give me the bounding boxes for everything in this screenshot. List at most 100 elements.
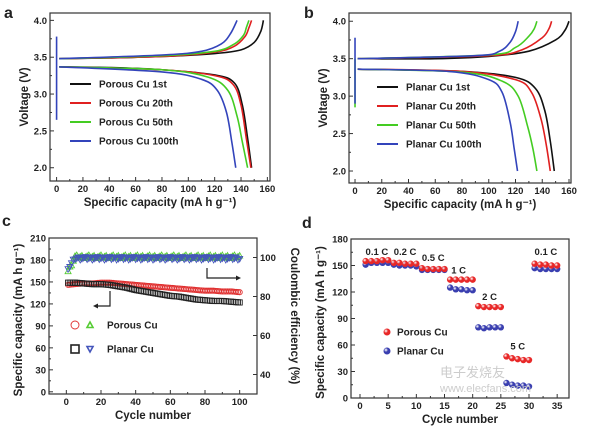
data-point bbox=[503, 353, 510, 360]
y-tick-label: 4.0 bbox=[333, 17, 346, 28]
data-point bbox=[463, 276, 471, 283]
data-point bbox=[236, 289, 243, 296]
arrowhead-right bbox=[236, 275, 241, 281]
left-axis-arrow bbox=[95, 291, 111, 307]
data-point bbox=[497, 324, 505, 331]
legend-marker bbox=[383, 347, 391, 355]
watermark-url: www.elecfans.com bbox=[439, 383, 531, 395]
discharge-curve-4 bbox=[357, 68, 519, 172]
rate-annotation: 1 C bbox=[451, 265, 466, 276]
legend-label: Planar Cu 100th bbox=[406, 140, 482, 151]
discharge-curve-3 bbox=[59, 65, 249, 168]
data-point bbox=[138, 256, 147, 263]
data-point bbox=[150, 256, 159, 263]
charge-curve-4 bbox=[59, 20, 238, 60]
x-tick-label: 100 bbox=[481, 186, 497, 197]
y-tick-label: 2.0 bbox=[34, 163, 47, 174]
data-point bbox=[396, 259, 403, 267]
data-point bbox=[475, 302, 482, 310]
discharge-curve-4 bbox=[59, 65, 237, 168]
data-point bbox=[102, 256, 110, 263]
data-point bbox=[458, 276, 465, 283]
plot-frame bbox=[49, 12, 271, 182]
data-point bbox=[207, 297, 214, 304]
x-tick-label: 160 bbox=[561, 186, 577, 197]
data-point bbox=[197, 256, 206, 264]
data-point bbox=[149, 256, 157, 264]
data-point bbox=[235, 256, 244, 263]
data-point bbox=[112, 256, 121, 264]
arrowhead-left bbox=[93, 303, 98, 309]
legend-label: Planar Cu 50th bbox=[406, 121, 476, 132]
data-point bbox=[211, 256, 220, 263]
x-tick-label: 100 bbox=[232, 397, 248, 408]
data-point bbox=[542, 261, 550, 268]
x-tick-label: 20 bbox=[467, 401, 478, 412]
data-point bbox=[66, 264, 74, 271]
y-right-tick-label: 80 bbox=[260, 292, 271, 303]
data-point bbox=[196, 296, 203, 303]
data-point bbox=[480, 303, 488, 311]
data-point bbox=[180, 256, 188, 264]
data-point bbox=[537, 261, 544, 268]
y-tick-label: 3.0 bbox=[333, 92, 346, 103]
data-point bbox=[362, 257, 369, 265]
data-point bbox=[144, 256, 152, 264]
data-point bbox=[401, 260, 409, 267]
y-tick-label: 30 bbox=[337, 367, 348, 378]
series-triangle-down bbox=[64, 254, 244, 274]
data-point bbox=[229, 298, 236, 305]
x-tick-label: 40 bbox=[130, 397, 141, 408]
data-point bbox=[208, 297, 215, 304]
y-tick-label: 2.0 bbox=[333, 167, 346, 178]
data-point bbox=[531, 264, 538, 272]
data-point bbox=[114, 256, 123, 263]
data-point bbox=[508, 355, 516, 362]
x-tick-label: 40 bbox=[403, 186, 414, 197]
data-point bbox=[201, 297, 209, 304]
data-point bbox=[548, 262, 555, 269]
data-point bbox=[514, 355, 521, 363]
legend-marker-porous-ce bbox=[85, 320, 95, 329]
x-tick-label: 80 bbox=[200, 397, 211, 408]
data-point bbox=[95, 256, 104, 264]
data-point bbox=[233, 299, 240, 306]
data-point bbox=[219, 297, 226, 305]
data-point bbox=[175, 256, 183, 263]
data-point bbox=[163, 256, 171, 263]
data-point bbox=[198, 296, 205, 304]
data-point bbox=[413, 260, 420, 267]
y-tick-label: 180 bbox=[30, 255, 46, 266]
watermark-text: 电子发烧友 bbox=[440, 365, 505, 380]
legend-label: Porous Cu 100th bbox=[99, 137, 178, 148]
data-point bbox=[553, 262, 561, 269]
data-point bbox=[221, 298, 228, 305]
y-tick-label: 3.5 bbox=[34, 53, 48, 64]
data-point bbox=[214, 297, 221, 305]
data-point bbox=[435, 265, 443, 273]
data-point bbox=[407, 260, 414, 267]
x-tick-label: 30 bbox=[524, 401, 535, 412]
x-tick-label: 5 bbox=[386, 401, 392, 412]
x-tick-label: 0 bbox=[54, 184, 59, 195]
rate-annotation: 0.1 C bbox=[535, 247, 558, 258]
data-point bbox=[192, 256, 201, 264]
x-tick-label: 120 bbox=[508, 186, 524, 197]
data-point bbox=[520, 356, 527, 364]
data-point bbox=[525, 383, 533, 390]
y-tick-label: 90 bbox=[337, 314, 348, 325]
x-tick-label: 0 bbox=[357, 401, 362, 412]
rate-annotation: 0.2 C bbox=[394, 247, 417, 258]
y-tick-label: 90 bbox=[35, 321, 46, 332]
rate-annotation: 2 C bbox=[482, 292, 497, 303]
charge-curve-1 bbox=[357, 20, 570, 60]
data-point bbox=[210, 297, 217, 305]
series-porous bbox=[362, 257, 561, 364]
x-tick-label: 140 bbox=[534, 186, 550, 197]
data-point bbox=[368, 257, 375, 265]
x-tick-label: 80 bbox=[457, 186, 468, 197]
data-point bbox=[124, 256, 133, 264]
right-axis-arrow bbox=[206, 268, 238, 279]
data-point bbox=[172, 293, 179, 300]
data-point bbox=[446, 284, 454, 291]
